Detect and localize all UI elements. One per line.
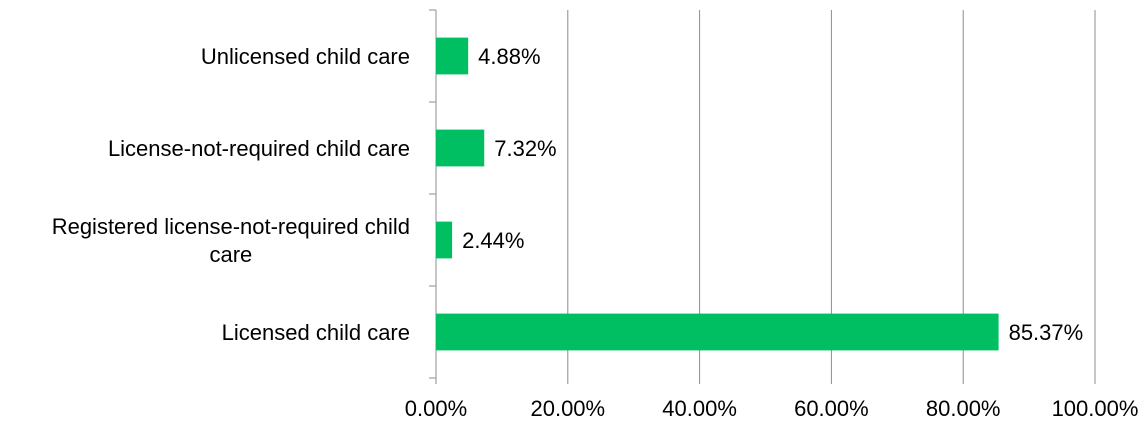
x-tick-label: 60.00% bbox=[794, 396, 869, 421]
x-tick-label: 100.00% bbox=[1052, 396, 1139, 421]
x-axis-tick-labels: 0.00% 20.00% 40.00% 60.00% 80.00% 100.00% bbox=[405, 396, 1139, 421]
bar-licensed-child-care bbox=[436, 313, 999, 351]
data-labels: 4.88% 7.32% 2.44% 85.37% bbox=[462, 44, 1083, 345]
category-label-unlicensed-child-care: Unlicensed child care bbox=[201, 44, 410, 69]
x-tick-label: 0.00% bbox=[405, 396, 467, 421]
x-tick-label: 80.00% bbox=[926, 396, 1001, 421]
bar-unlicensed-child-care bbox=[436, 37, 469, 75]
bar-license-not-required-child-care bbox=[436, 129, 485, 167]
x-tick-label: 40.00% bbox=[662, 396, 737, 421]
data-label-registered-license-not-required-child-care: 2.44% bbox=[462, 228, 524, 253]
x-tick-label: 20.00% bbox=[530, 396, 605, 421]
category-labels: Unlicensed child care License-not-require… bbox=[52, 44, 410, 345]
category-label-license-not-required-child-care: License-not-required child care bbox=[108, 136, 410, 161]
bars bbox=[436, 37, 999, 351]
data-label-unlicensed-child-care: 4.88% bbox=[478, 44, 540, 69]
data-label-licensed-child-care: 85.37% bbox=[1009, 320, 1084, 345]
category-label-licensed-child-care: Licensed child care bbox=[222, 320, 410, 345]
data-label-license-not-required-child-care: 7.32% bbox=[494, 136, 556, 161]
bar-registered-license-not-required-child-care bbox=[436, 221, 453, 259]
category-label-registered-license-not-required-child-care: Registered license-not-required child car… bbox=[52, 214, 410, 267]
